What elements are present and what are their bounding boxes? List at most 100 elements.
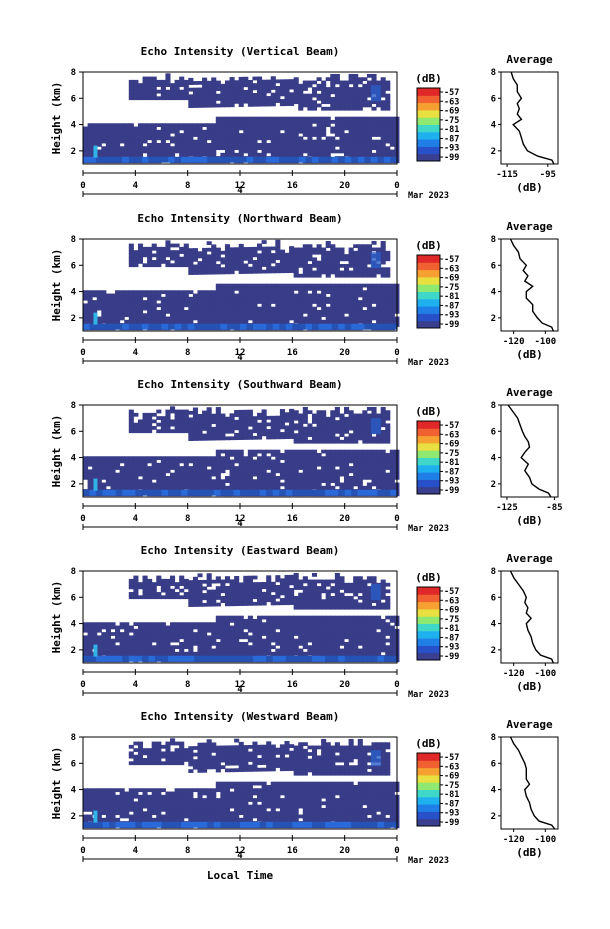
echo-cell [92,641,98,646]
echo-cell [128,142,134,147]
echo-cell [348,586,354,590]
echo-cell [275,249,281,254]
echo-cell [284,584,290,589]
echo-cell [96,156,104,163]
echo-cell [243,575,249,580]
echo-cell [234,592,240,597]
colorbar-tick-label: -63 [444,264,459,274]
x-tick-label: 20 [339,348,350,358]
average-x-tick: -95 [540,170,556,180]
echo-cell [353,250,359,255]
echo-cell [348,293,354,298]
echo-cell [156,256,162,261]
colorbar-frame [416,420,441,495]
echo-cell [298,479,304,484]
echo-cell [353,456,359,461]
echo-cell [279,588,285,592]
echo-cell [247,435,253,440]
echo-cell [156,316,162,321]
echo-cell [234,452,240,457]
echo-cell [353,589,359,594]
echo-cell [348,263,354,268]
echo-cell [247,625,253,630]
echo-cell [220,413,226,418]
echo-cell [353,136,359,141]
echo-cell [151,635,157,640]
echo-cell [298,303,304,308]
echo-cell [348,152,354,157]
echo-cell [133,126,139,131]
echo-cell [206,469,212,474]
echo-cell [192,482,198,487]
echo-cell [224,247,231,252]
echo-cell [83,469,89,474]
echo-cell [92,475,98,480]
echo-cell [266,156,274,163]
echo-cell [270,472,276,477]
echo-cell [192,472,198,477]
echo-cell [83,290,89,295]
echo-cell [380,267,386,272]
echo-cell [160,628,166,633]
echo-cell [147,290,153,295]
echo-cell [224,625,231,630]
echo-cell [229,263,235,268]
echo-cell [220,628,226,633]
echo-cell [128,246,134,251]
echo-cell [302,149,308,154]
echo-cell [133,422,139,427]
average-x-label: (dB) [516,514,543,527]
echo-cell [128,628,134,633]
echo-cell [252,575,258,580]
echo-cell [257,116,263,121]
echo-cell [183,479,189,484]
echo-cell [206,651,212,656]
echo-cell [307,410,313,415]
echo-cell [202,146,208,151]
echo-cell [279,92,285,97]
echo-cell [243,579,249,583]
echo-cell [174,419,180,424]
colorbar-swatch [417,284,440,292]
echo-cell [243,306,249,311]
echo-cell [385,309,391,314]
echo-cell [371,290,377,295]
echo-cell [188,417,194,422]
echo-cell [96,648,102,653]
echo-cell [133,296,139,301]
echo-cell [348,319,354,324]
echo-cell [344,462,350,467]
echo-cell [170,419,176,424]
echo-cell [279,303,285,308]
echo-cell [142,76,148,81]
echo-cell [128,256,134,261]
echo-cell [385,410,391,415]
echo-cell [266,129,272,134]
echo-cell [165,485,171,490]
echo-cell [179,575,185,580]
echo-cell [334,309,340,314]
echo-cell [339,90,345,95]
echo-cell [147,426,153,430]
echo-cell [229,482,235,487]
echo-cell [284,309,290,314]
echo-cell [270,598,276,603]
echo-cell [124,466,130,470]
echo-cell [105,296,111,301]
echo-cell [156,263,162,268]
echo-cell [151,260,157,264]
echo-cell [215,469,221,474]
echo-cell [385,482,391,487]
echo-cell [137,319,144,324]
echo-cell [357,139,363,144]
echo-cell [247,123,253,128]
echo-cell [289,146,295,151]
echo-cell [243,588,249,593]
echo-cell [325,142,331,147]
echo-cell [385,605,391,610]
echo-cell [344,106,350,111]
echo-cell [339,270,345,275]
echo-cell [202,641,208,646]
echo-cell [298,462,304,467]
echo-cell [202,100,208,105]
